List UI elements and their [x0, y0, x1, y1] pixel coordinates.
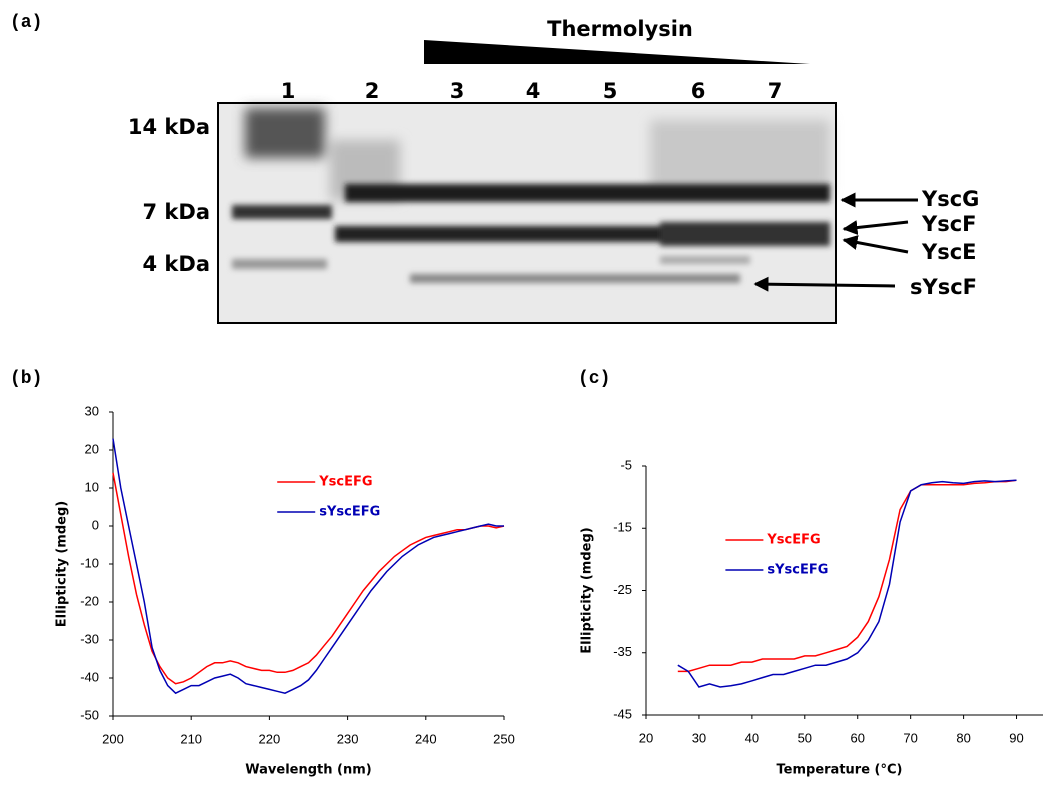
panel-label: (c) — [578, 369, 610, 389]
y-tick-label: -20 — [80, 593, 99, 608]
panel-label: (a) — [10, 13, 42, 33]
band-label: YscE — [921, 240, 977, 264]
gel-bands — [232, 184, 830, 283]
band-label: YscG — [921, 187, 979, 211]
lane-label: 4 — [526, 79, 541, 103]
y-tick-label: -15 — [613, 520, 632, 535]
y-tick-label: 30 — [85, 403, 99, 418]
lane-label: 1 — [281, 79, 296, 103]
series-line — [677, 479, 1017, 688]
x-tick-label: 240 — [415, 731, 437, 746]
marker-label: 7 kDa — [143, 200, 211, 224]
x-tick-label: 220 — [259, 731, 281, 746]
gradient-wedge — [424, 40, 810, 64]
x-axis-title: Wavelength (nm) — [245, 763, 371, 778]
band-label: YscF — [921, 212, 977, 236]
x-tick-label: 230 — [337, 731, 359, 746]
x-tick-label: 30 — [692, 730, 706, 745]
y-tick-label: 10 — [85, 479, 99, 494]
marker-label: 14 kDa — [128, 115, 210, 139]
x-tick-label: 20 — [639, 730, 653, 745]
y-tick-label: -40 — [80, 669, 99, 684]
y-tick-label: -5 — [620, 457, 632, 472]
gel-frame — [217, 102, 837, 324]
charts: (b) -50 -40 -30 -20 -10 0 10 20 30 200 210 220 230 240… — [10, 369, 1043, 778]
y-tick-label: -45 — [613, 706, 632, 721]
legend-label: YscEFG — [318, 475, 372, 490]
y-axis-title: Ellipticity (mdeg) — [580, 527, 595, 653]
y-tick-label: -10 — [80, 555, 99, 570]
x-tick-label: 210 — [180, 731, 202, 746]
y-axis-title: Ellipticity (mdeg) — [55, 501, 70, 627]
band-label: sYscF — [910, 275, 977, 299]
lane-label: 6 — [691, 79, 706, 103]
legend-label: sYscEFG — [319, 505, 380, 520]
x-tick-label: 90 — [1009, 730, 1023, 745]
series-line — [112, 438, 504, 695]
x-tick-label: 40 — [745, 730, 759, 745]
y-tick-label: 0 — [92, 517, 99, 532]
y-tick-label: -25 — [613, 582, 632, 597]
lane-label: 3 — [450, 79, 465, 103]
x-axis-title: Temperature (°C) — [777, 763, 903, 778]
lane-label: 7 — [768, 79, 783, 103]
y-tick-label: -30 — [80, 631, 99, 646]
band-arrows — [753, 192, 918, 292]
gel-title: Thermolysin — [547, 17, 693, 41]
y-tick-label: 20 — [85, 441, 99, 456]
series-line — [112, 472, 505, 685]
marker-label: 4 kDa — [143, 252, 211, 276]
legend-label: sYscEFG — [767, 563, 828, 578]
x-tick-label: 80 — [956, 730, 970, 745]
gel-smear — [245, 108, 830, 200]
lane-label: 5 — [603, 79, 618, 103]
y-tick-label: -50 — [80, 707, 99, 722]
x-tick-label: 250 — [493, 731, 515, 746]
x-tick-label: 200 — [102, 731, 124, 746]
x-tick-label: 70 — [903, 730, 917, 745]
panel-label: (b) — [10, 369, 42, 389]
series-line — [677, 479, 1017, 673]
gel — [217, 102, 837, 324]
y-tick-label: -35 — [613, 644, 632, 659]
x-tick-label: 60 — [850, 730, 864, 745]
x-tick-label: 50 — [798, 730, 812, 745]
legend-label: YscEFG — [766, 533, 820, 548]
lane-label: 2 — [365, 79, 380, 103]
